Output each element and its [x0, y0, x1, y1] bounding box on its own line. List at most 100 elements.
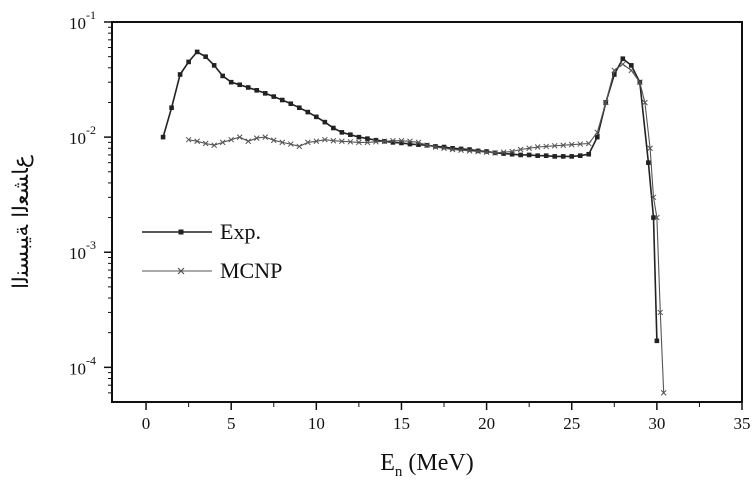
data-point-mcnp: [381, 138, 388, 145]
data-point-mcnp: [492, 149, 498, 156]
data-point-mcnp: [660, 390, 667, 396]
y-tick-label: 10-1: [69, 8, 96, 33]
data-point-mcnp: [475, 148, 481, 155]
data-point-mcnp: [287, 141, 294, 147]
data-point-mcnp: [568, 141, 575, 148]
data-point-exp: [160, 134, 166, 140]
series-layer: [160, 49, 667, 396]
data-point-mcnp: [449, 146, 456, 153]
data-point-mcnp: [202, 140, 209, 147]
data-point-exp: [296, 105, 302, 111]
data-point-mcnp: [321, 136, 328, 143]
data-point-mcnp: [339, 138, 345, 145]
data-point-exp: [543, 153, 549, 158]
data-point-mcnp: [628, 67, 635, 74]
data-point-mcnp: [636, 79, 643, 86]
data-point-mcnp: [543, 143, 550, 150]
x-axis-title-unit: (MeV): [402, 450, 473, 476]
data-point-mcnp: [407, 138, 413, 145]
data-point-mcnp: [619, 61, 626, 68]
data-point-mcnp: [313, 138, 320, 145]
data-point-exp: [611, 72, 617, 77]
x-tick-label: 30: [648, 414, 665, 433]
data-point-exp: [654, 338, 660, 344]
data-point-exp: [186, 59, 191, 65]
data-point-mcnp: [500, 149, 507, 156]
y-tick-label: 10-3: [69, 238, 96, 263]
data-point-exp: [467, 147, 472, 152]
data-point-mcnp: [642, 99, 648, 106]
data-point-mcnp: [551, 142, 558, 149]
data-point-mcnp: [415, 139, 422, 146]
data-point-mcnp: [441, 145, 447, 152]
data-point-exp: [629, 63, 634, 68]
legend-label-exp: Exp.: [220, 219, 261, 244]
y-tick-label: 10-4: [69, 353, 96, 378]
data-point-exp: [518, 152, 523, 158]
data-point-mcnp: [647, 145, 653, 152]
y-axis-title: ﻉﺎﺸﻌﻟﺍ ﺔﻴﺒﺴﻨﻟﺍ: [9, 155, 34, 289]
data-point-mcnp: [602, 99, 609, 106]
data-point-mcnp: [245, 138, 252, 145]
data-point-exp: [348, 132, 353, 137]
data-point-exp: [399, 140, 404, 146]
data-point-exp: [228, 79, 234, 85]
data-point-exp: [458, 146, 464, 152]
x-axis-title-sub: n: [395, 464, 403, 480]
data-point-exp: [620, 56, 626, 61]
data-point-mcnp: [185, 136, 192, 143]
data-point-mcnp: [330, 137, 337, 144]
x-tick-label: 25: [563, 414, 580, 433]
data-point-mcnp: [262, 134, 269, 140]
data-point-exp: [441, 144, 447, 150]
data-point-mcnp: [650, 194, 657, 201]
data-point-mcnp: [219, 139, 226, 146]
data-point-mcnp: [432, 144, 439, 150]
y-tick-label: 10-2: [69, 123, 96, 148]
data-point-mcnp: [585, 140, 592, 147]
x-tick-label: 15: [393, 414, 410, 433]
data-point-exp: [262, 91, 268, 96]
data-point-exp: [177, 72, 183, 77]
data-point-exp: [245, 85, 251, 90]
data-point-mcnp: [390, 137, 396, 144]
data-point-mcnp: [304, 139, 311, 146]
data-point-mcnp: [483, 149, 490, 156]
x-axis-title: En (MeV): [380, 450, 473, 480]
data-point-exp: [237, 82, 243, 88]
data-point-exp: [577, 153, 583, 158]
data-point-exp: [646, 160, 651, 165]
data-point-exp: [450, 145, 455, 151]
data-point-mcnp: [211, 142, 218, 149]
data-point-exp: [560, 154, 566, 159]
data-point-exp: [526, 152, 532, 158]
data-point-exp: [331, 125, 336, 131]
data-point-mcnp: [509, 148, 515, 155]
data-point-exp: [535, 153, 540, 158]
data-point-exp: [390, 140, 396, 145]
x-tick-label: 5: [227, 414, 236, 433]
data-point-mcnp: [253, 135, 260, 141]
plot-frame: [111, 21, 743, 403]
data-point-exp: [373, 137, 379, 143]
data-point-exp: [194, 49, 200, 55]
data-point-exp: [586, 151, 592, 157]
data-point-exp: [211, 63, 217, 68]
data-point-exp: [501, 151, 506, 156]
data-point-mcnp: [560, 142, 567, 149]
data-point-exp: [339, 130, 345, 135]
legend-marker-exp: [178, 229, 184, 235]
data-point-exp: [279, 97, 285, 103]
data-point-mcnp: [228, 136, 235, 143]
data-point-mcnp: [534, 144, 541, 150]
data-point-exp: [365, 136, 370, 141]
data-point-exp: [203, 54, 208, 59]
data-point-exp: [509, 151, 515, 157]
data-point-mcnp: [526, 145, 533, 152]
legend-label-mcnp: MCNP: [220, 258, 282, 283]
data-point-mcnp: [594, 129, 601, 136]
data-point-mcnp: [611, 67, 618, 74]
data-point-exp: [271, 94, 277, 99]
legend: Exp. MCNP: [142, 219, 282, 283]
